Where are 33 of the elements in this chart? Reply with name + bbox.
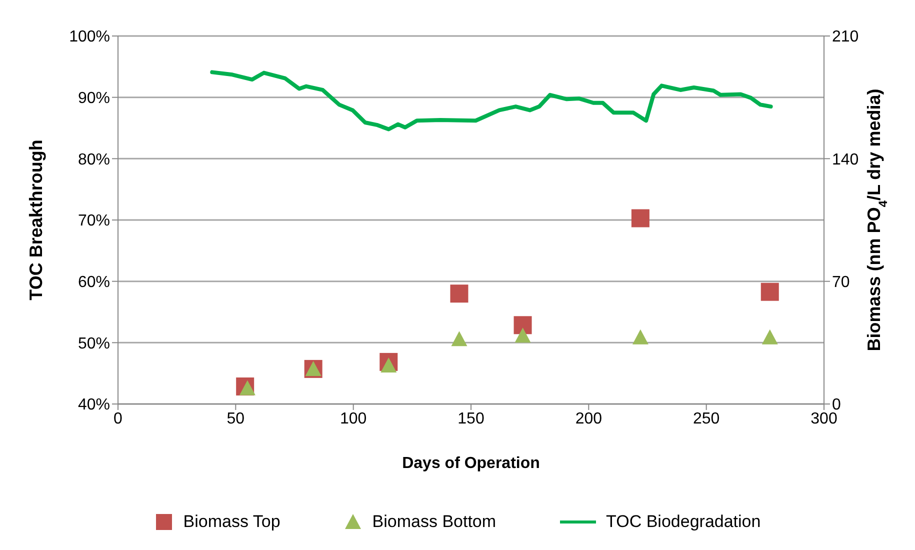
y-tick-label: 90% bbox=[78, 90, 110, 108]
point bbox=[380, 357, 397, 372]
x-tick-label: 50 bbox=[226, 410, 245, 428]
point bbox=[450, 284, 468, 303]
point bbox=[514, 328, 531, 343]
point bbox=[631, 209, 650, 228]
x-tick-label: 200 bbox=[575, 410, 602, 428]
x-tick-label: 100 bbox=[340, 410, 367, 428]
point bbox=[514, 316, 532, 334]
y2-tick-label: 140 bbox=[832, 151, 859, 168]
point bbox=[762, 329, 778, 344]
x-axis-title: Days of Operation bbox=[402, 455, 540, 472]
y-tick-label: 70% bbox=[78, 212, 110, 230]
y-tick-label: 50% bbox=[78, 335, 110, 352]
line-series bbox=[210, 70, 773, 132]
x-tick-label: 300 bbox=[810, 410, 838, 428]
y-tick-label: 40% bbox=[78, 396, 110, 414]
y2-tick-label: 210 bbox=[832, 28, 859, 46]
point bbox=[451, 331, 468, 346]
point bbox=[632, 329, 648, 344]
y-tick-label: 60% bbox=[78, 274, 110, 292]
point bbox=[239, 380, 256, 396]
x-tick-label: 150 bbox=[458, 410, 484, 428]
y-tick-label: 100% bbox=[69, 28, 110, 46]
y2-tick-label: 70 bbox=[832, 274, 850, 292]
legend-label: TOC Biodegradation bbox=[606, 512, 761, 532]
x-tick-label: 0 bbox=[114, 410, 123, 428]
y-axis-title: TOC Breakthrough bbox=[26, 140, 46, 300]
legend-label: Biomass Bottom bbox=[372, 512, 496, 532]
y-tick-label: 80% bbox=[78, 151, 110, 168]
x-tick-label: 250 bbox=[692, 410, 720, 428]
point bbox=[760, 282, 779, 301]
legend-label: Biomass Top bbox=[183, 512, 280, 532]
